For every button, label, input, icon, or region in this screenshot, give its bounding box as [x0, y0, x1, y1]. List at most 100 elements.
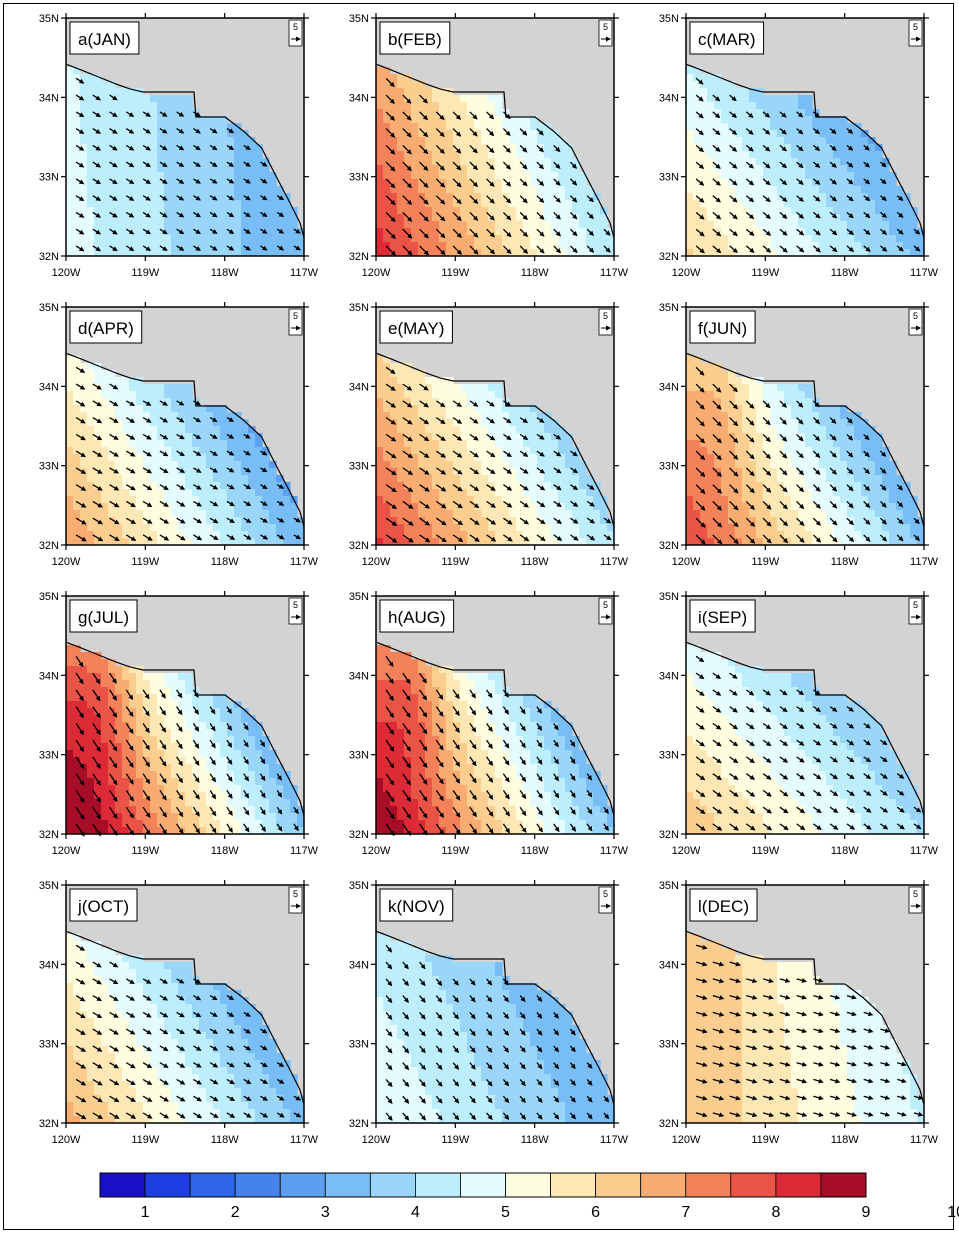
wind-vector	[695, 111, 704, 119]
wind-vector	[159, 417, 169, 423]
wind-vector	[419, 790, 428, 802]
wind-vector	[142, 723, 150, 734]
wind-vector	[519, 756, 526, 766]
wind-vector	[192, 773, 200, 783]
lon-tick-label: 120W	[362, 845, 391, 857]
lat-tick-label: 34N	[659, 381, 679, 393]
wind-vector	[569, 228, 578, 237]
panel-label: d(APR)	[78, 319, 134, 338]
wind-vector	[92, 706, 101, 719]
wind-vector	[796, 195, 804, 202]
panel-frame	[375, 17, 615, 257]
map-panel: 35N 120W 34N 119W 33N 118W 32N 117W h(AUG) 5	[349, 591, 629, 857]
wind-vector	[435, 128, 445, 138]
wind-vector	[435, 500, 447, 509]
lon-tick-label: 118W	[211, 556, 240, 568]
lat-tick-label: 35N	[39, 591, 59, 603]
wind-vector	[260, 534, 269, 540]
lat-tick-label: 34N	[349, 92, 369, 104]
wind-vector	[159, 773, 167, 784]
wind-vector	[226, 450, 235, 456]
wind-vector	[553, 450, 562, 457]
wind-vector	[176, 500, 186, 507]
wind-vector	[142, 195, 151, 201]
wind-vector	[75, 94, 85, 101]
wind-vector	[695, 144, 705, 153]
wind-vector	[159, 806, 167, 818]
wind-vector	[729, 484, 739, 494]
wind-vector	[92, 467, 103, 474]
wind-vector	[536, 178, 545, 187]
lon-tick-label: 118W	[521, 267, 550, 279]
wind-vector	[385, 433, 397, 442]
wind-vector	[159, 823, 167, 835]
wind-vector	[569, 739, 576, 748]
wind-vector	[712, 500, 723, 511]
wind-vector	[452, 500, 463, 509]
wind-vector	[92, 433, 103, 441]
wind-vector	[193, 450, 202, 456]
wind-vector	[452, 739, 460, 750]
wind-vector	[879, 211, 887, 218]
wind-vector	[125, 790, 134, 802]
wind-vector	[712, 161, 721, 169]
lon-tick-label: 117W	[290, 267, 319, 279]
wind-vector	[402, 806, 412, 820]
wind-vector	[176, 161, 185, 168]
lat-tick-label: 33N	[659, 750, 679, 762]
wind-vector	[712, 450, 722, 461]
lon-tick-label: 120W	[672, 845, 701, 857]
lon-tick-label: 119W	[131, 1134, 160, 1146]
wind-vector	[486, 417, 496, 424]
wind-vector	[142, 790, 151, 802]
wind-vector	[779, 534, 789, 544]
wind-vector	[712, 467, 722, 478]
wind-vector	[209, 245, 218, 251]
lon-tick-label: 120W	[672, 556, 701, 568]
wind-vector	[695, 467, 706, 478]
lat-tick-label: 34N	[349, 959, 369, 971]
wind-vector	[863, 467, 870, 475]
wind-vectors	[695, 77, 921, 254]
wind-vector	[209, 433, 218, 439]
wind-vector	[452, 790, 461, 801]
wind-vector	[502, 823, 510, 834]
wind-vector	[536, 467, 546, 474]
wind-vector	[486, 806, 494, 817]
colorbar-swatch	[820, 1172, 867, 1198]
wind-vector	[469, 178, 479, 188]
lat-tick-label: 34N	[659, 670, 679, 682]
wind-vector	[109, 400, 119, 407]
wind-vector	[226, 417, 235, 422]
wind-vector	[729, 245, 738, 254]
wind-vector	[469, 417, 479, 424]
wind-vector	[226, 773, 233, 782]
lon-tick-label: 120W	[52, 1134, 81, 1146]
wind-vector	[503, 467, 513, 474]
wind-vector	[75, 500, 87, 508]
wind-vector	[75, 366, 86, 373]
lat-tick-label: 32N	[659, 251, 679, 263]
wind-vector	[796, 111, 804, 118]
wind-vector	[435, 739, 444, 751]
wind-vector	[796, 245, 805, 253]
colorbar-label: 5	[501, 1204, 510, 1221]
wind-vector	[695, 77, 704, 85]
reference-vector-label: 5	[603, 22, 608, 32]
wind-vector	[695, 400, 705, 410]
wind-vector	[260, 228, 268, 234]
wind-vector	[193, 417, 202, 423]
colorbar-swatch	[775, 1172, 822, 1198]
wind-vector	[159, 178, 168, 184]
wind-vector	[486, 484, 496, 491]
wind-vector	[142, 484, 153, 491]
wind-vector	[193, 195, 201, 201]
wind-vector	[570, 517, 579, 524]
wind-vector	[896, 500, 904, 508]
colorbar-swatch	[595, 1172, 642, 1198]
wind-vector	[75, 195, 85, 202]
wind-vector	[469, 467, 480, 475]
wind-vector	[176, 128, 185, 134]
wind-vector	[159, 534, 170, 541]
wind-vector	[176, 144, 185, 151]
